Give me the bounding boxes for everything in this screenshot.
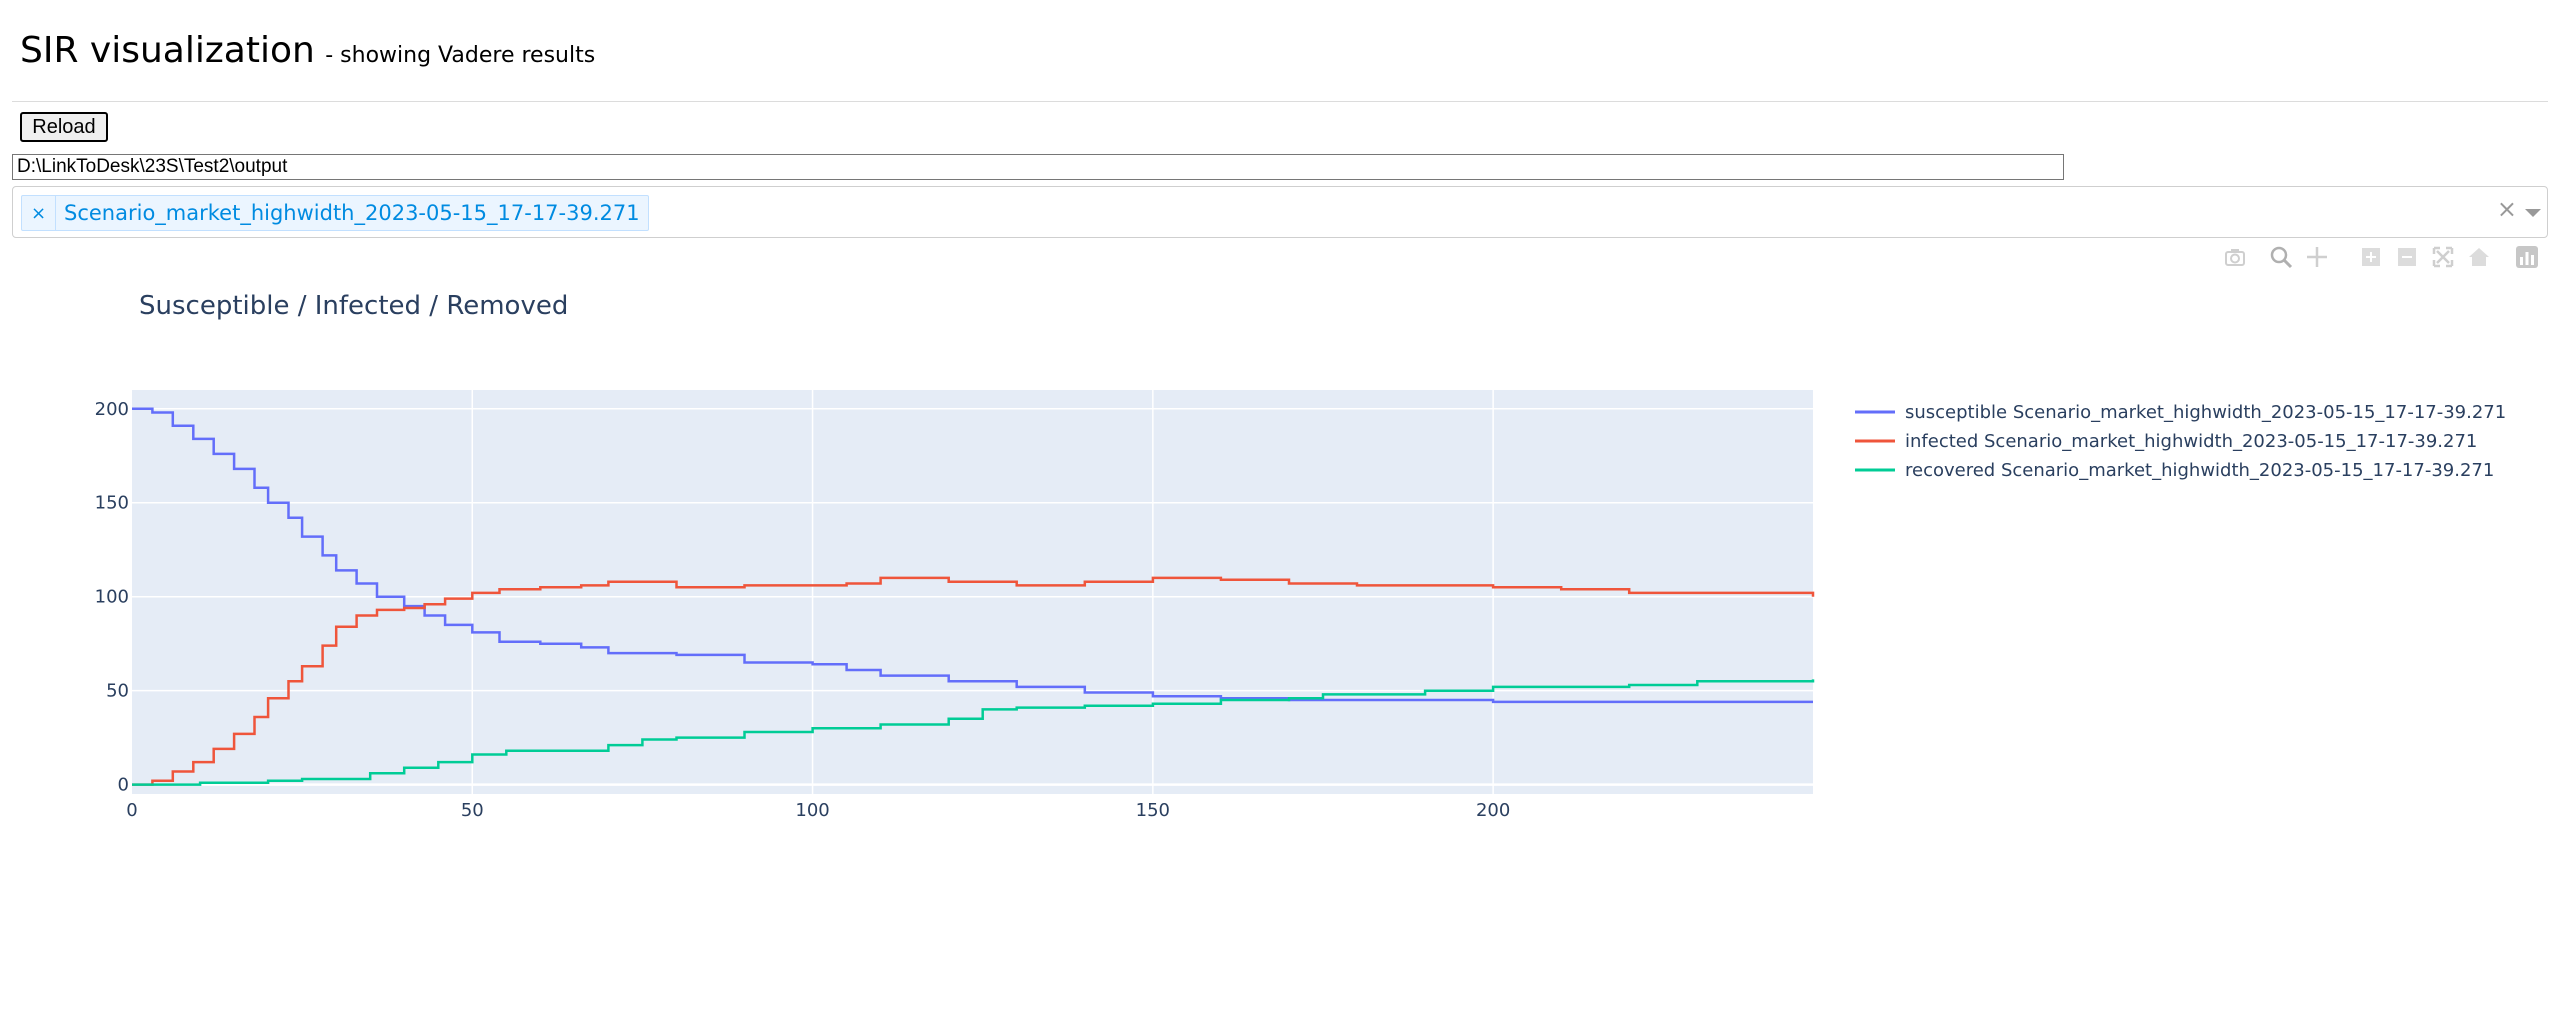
scenario-multiselect[interactable]: × Scenario_market_highwidth_2023-05-15_1… <box>12 186 2548 238</box>
chevron-down-icon[interactable] <box>2525 209 2541 217</box>
legend: susceptible Scenario_market_highwidth_20… <box>1855 402 2506 481</box>
page-header: SIR visualization - showing Vadere resul… <box>20 30 595 71</box>
y-tick-label: 150 <box>95 493 129 514</box>
divider <box>12 101 2548 102</box>
y-tick-label: 100 <box>95 587 129 608</box>
y-axis: 0 50 100 150 200 <box>95 399 129 796</box>
y-tick-label: 0 <box>118 775 129 796</box>
y-tick-label: 50 <box>106 681 129 702</box>
page-title: SIR visualization <box>20 30 315 71</box>
pan-icon[interactable] <box>2304 244 2330 270</box>
sir-line-chart: Susceptible / Infected / Removed 0 50 100 1… <box>95 291 2507 821</box>
clear-selection-icon[interactable]: × <box>2496 195 2517 223</box>
legend-entry[interactable]: recovered Scenario_market_highwidth_2023… <box>1905 460 2494 481</box>
legend-entry[interactable]: susceptible Scenario_market_highwidth_20… <box>1905 402 2506 423</box>
camera-icon[interactable] <box>2222 244 2248 270</box>
reload-button[interactable]: Reload <box>20 112 108 142</box>
x-tick-label: 50 <box>461 800 484 821</box>
zoom-out-icon[interactable] <box>2394 244 2420 270</box>
x-tick-label: 0 <box>126 800 137 821</box>
grid-lines <box>132 390 1813 794</box>
output-path-input[interactable] <box>12 154 2064 180</box>
remove-tag-icon[interactable]: × <box>22 196 56 230</box>
selected-scenario-tag: × Scenario_market_highwidth_2023-05-15_1… <box>21 195 649 231</box>
x-tick-label: 200 <box>1476 800 1510 821</box>
y-tick-label: 200 <box>95 399 129 420</box>
chart-title: Susceptible / Infected / Removed <box>139 291 568 321</box>
series-line-2 <box>132 679 1815 786</box>
zoom-icon[interactable] <box>2268 244 2294 270</box>
autoscale-icon[interactable] <box>2430 244 2456 270</box>
series-lines <box>132 407 1815 786</box>
reset-axes-icon[interactable] <box>2466 244 2492 270</box>
plotly-logo-icon[interactable] <box>2514 244 2540 270</box>
series-line-0 <box>132 407 1813 704</box>
plot-area <box>132 390 1813 794</box>
legend-entry[interactable]: infected Scenario_market_highwidth_2023-… <box>1905 431 2477 452</box>
x-tick-label: 100 <box>795 800 829 821</box>
series-line-1 <box>132 576 1815 786</box>
x-axis: 0 50 100 150 200 <box>126 800 1510 821</box>
page-subtitle: - showing Vadere results <box>325 43 596 68</box>
zoom-in-icon[interactable] <box>2358 244 2384 270</box>
x-tick-label: 150 <box>1136 800 1170 821</box>
selected-scenario-label: Scenario_market_highwidth_2023-05-15_17-… <box>64 201 640 225</box>
